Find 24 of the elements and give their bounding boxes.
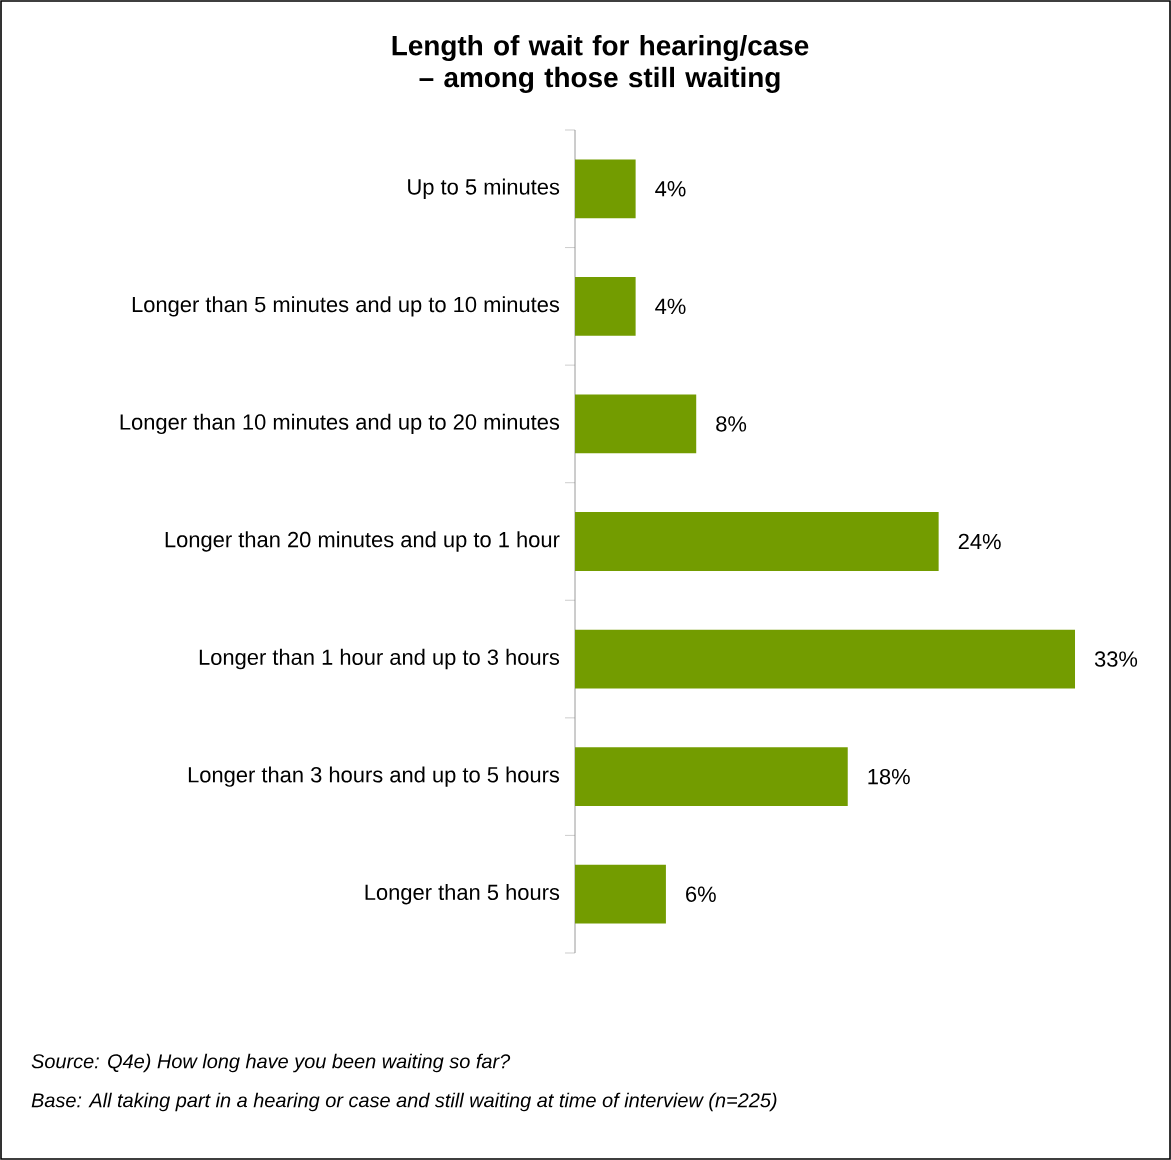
y-tick-label: Longer than 5 minutes and up to 10 minutes — [132, 296, 560, 317]
data-label: 24% — [958, 533, 1001, 550]
data-label: 8% — [716, 416, 747, 432]
chart-title: Length of wait for hearing/case – among those still waiting — [392, 34, 809, 93]
bar — [575, 159, 636, 219]
bar — [575, 747, 848, 807]
bar — [575, 394, 697, 454]
data-label: 18% — [868, 768, 910, 785]
y-tick-label: Longer than 1 hour and up to 3 hours — [199, 648, 560, 670]
text: Base: All taking part in a hearing or case and still waiting at time of interview (n=225) — [31, 1092, 777, 1112]
y-tick-label: Longer than 10 minutes and up to 20 minutes — [120, 413, 560, 435]
bar — [575, 512, 939, 571]
source-note: Source: Q4e) How long have you been waiting so far? — [31, 1053, 511, 1073]
y-tick-label: Longer than 3 hours and up to 5 hours — [188, 766, 560, 787]
y-tick-label: Longer than 20 minutes and up to 1 hour — [165, 531, 560, 552]
y-tick-label: Up to 5 minutes — [408, 178, 560, 199]
data-label: 4% — [655, 298, 686, 315]
data-label: 6% — [686, 886, 716, 902]
data-label: 4% — [655, 181, 686, 197]
bar — [575, 276, 636, 336]
bar — [575, 864, 666, 924]
bar — [575, 629, 1076, 689]
y-tick-label: Longer than 5 hours — [365, 884, 560, 905]
data-label: 33% — [1094, 651, 1138, 667]
